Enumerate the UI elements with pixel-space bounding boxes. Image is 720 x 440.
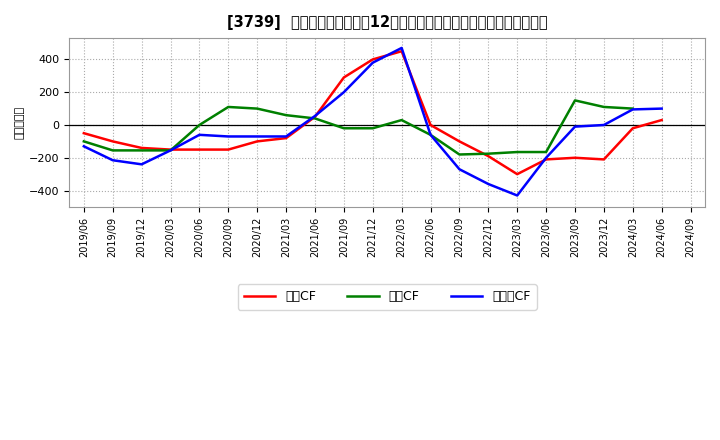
投資CF (195, 122, 204, 128)
Line: フリーCF: フリーCF (84, 48, 662, 195)
フリーCF (79, 144, 88, 149)
営業CF (138, 145, 146, 150)
営業CF (282, 136, 290, 141)
フリーCF (455, 167, 464, 172)
フリーCF (224, 134, 233, 139)
Title: [3739]  キャッシュフロー〒12か月移動合計の対前年同期増減額の推移: [3739] キャッシュフロー〒12か月移動合計の対前年同期増減額の推移 (227, 15, 547, 30)
フリーCF (166, 148, 175, 153)
投資CF (571, 98, 580, 103)
営業CF (397, 48, 406, 54)
フリーCF (282, 134, 290, 139)
営業CF (600, 157, 608, 162)
投資CF (426, 132, 435, 137)
フリーCF (629, 107, 637, 112)
投資CF (282, 113, 290, 118)
フリーCF (484, 181, 492, 187)
投資CF (310, 116, 319, 121)
営業CF (455, 139, 464, 144)
フリーCF (600, 122, 608, 128)
Y-axis label: （百万円）: （百万円） (15, 106, 25, 139)
フリーCF (397, 45, 406, 51)
投資CF (455, 152, 464, 157)
投資CF (397, 117, 406, 123)
投資CF (629, 106, 637, 111)
営業CF (253, 139, 261, 144)
営業CF (426, 122, 435, 128)
営業CF (224, 147, 233, 152)
投資CF (600, 104, 608, 110)
投資CF (79, 139, 88, 144)
フリーCF (195, 132, 204, 137)
営業CF (629, 126, 637, 131)
フリーCF (369, 60, 377, 65)
営業CF (79, 131, 88, 136)
営業CF (657, 117, 666, 123)
営業CF (369, 57, 377, 62)
フリーCF (657, 106, 666, 111)
フリーCF (513, 193, 521, 198)
投資CF (224, 104, 233, 110)
営業CF (195, 147, 204, 152)
フリーCF (253, 134, 261, 139)
投資CF (484, 151, 492, 156)
投資CF (166, 148, 175, 153)
フリーCF (138, 161, 146, 167)
フリーCF (541, 155, 550, 161)
投資CF (340, 126, 348, 131)
営業CF (340, 75, 348, 80)
営業CF (571, 155, 580, 161)
投資CF (513, 150, 521, 155)
営業CF (513, 172, 521, 177)
営業CF (484, 154, 492, 159)
フリーCF (571, 124, 580, 129)
Line: 投資CF: 投資CF (84, 100, 633, 154)
フリーCF (426, 132, 435, 137)
フリーCF (310, 114, 319, 119)
投資CF (369, 126, 377, 131)
営業CF (310, 114, 319, 119)
投資CF (541, 150, 550, 155)
Legend: 営業CF, 投資CF, フリーCF: 営業CF, 投資CF, フリーCF (238, 284, 536, 310)
営業CF (541, 157, 550, 162)
Line: 営業CF: 営業CF (84, 51, 662, 174)
投資CF (138, 148, 146, 153)
営業CF (166, 147, 175, 152)
投資CF (253, 106, 261, 111)
フリーCF (109, 158, 117, 163)
営業CF (109, 139, 117, 144)
フリーCF (340, 90, 348, 95)
投資CF (109, 148, 117, 153)
